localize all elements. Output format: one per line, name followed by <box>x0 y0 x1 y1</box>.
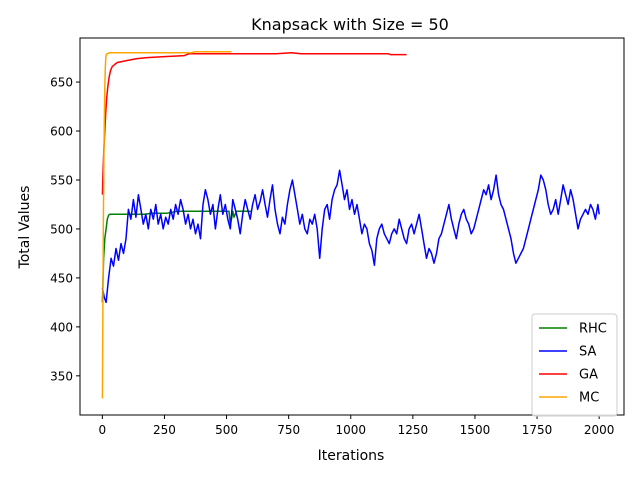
series-line-rhc <box>101 210 252 303</box>
x-tick-label: 1750 <box>522 423 553 437</box>
y-tick-label: 350 <box>50 369 73 383</box>
y-tick-label: 500 <box>50 222 73 236</box>
x-tick-label: 750 <box>277 423 300 437</box>
y-tick-label: 400 <box>50 320 73 334</box>
series-line-ga <box>101 51 407 195</box>
series-line-mc <box>101 50 232 399</box>
x-tick-label: 0 <box>99 423 107 437</box>
x-axis-ticks: 0 250 500 750 1000 1250 1500 1750 2000 <box>99 415 615 437</box>
legend-label-mc: MC <box>579 391 599 406</box>
plot-frame <box>79 37 625 416</box>
x-tick-label: 1500 <box>460 423 491 437</box>
y-axis-label: Total Values <box>17 186 33 270</box>
x-tick-label: 1250 <box>398 423 429 437</box>
legend-box <box>531 313 618 417</box>
x-tick-label: 500 <box>215 423 238 437</box>
y-axis-ticks: 350 400 450 500 550 600 650 <box>50 76 80 383</box>
x-axis-label: Iterations <box>318 448 385 464</box>
y-tick-label: 450 <box>50 271 73 285</box>
series-line-sa <box>101 169 600 304</box>
y-tick-label: 550 <box>50 173 73 187</box>
y-tick-label: 650 <box>50 76 73 90</box>
chart-title: Knapsack with Size = 50 <box>251 15 449 34</box>
legend-label-sa: SA <box>579 345 596 360</box>
x-tick-label: 250 <box>153 423 176 437</box>
legend-label-rhc: RHC <box>579 322 607 337</box>
x-tick-label: 1000 <box>335 423 366 437</box>
x-tick-label: 2000 <box>584 423 615 437</box>
y-tick-label: 600 <box>50 125 73 139</box>
legend-label-ga: GA <box>579 368 598 383</box>
series-layer <box>101 50 600 399</box>
legend: RHC SA GA MC <box>531 313 618 417</box>
